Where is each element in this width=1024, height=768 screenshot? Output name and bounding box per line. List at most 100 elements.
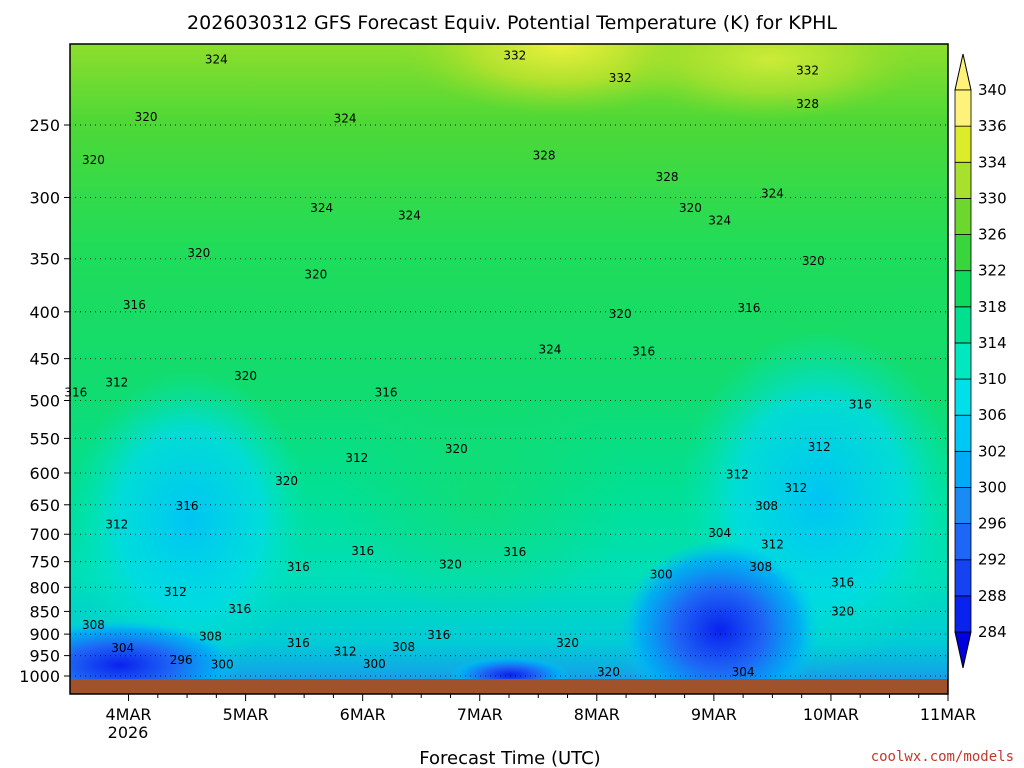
contour-label: 312 bbox=[105, 376, 128, 390]
contour-label: 300 bbox=[363, 657, 386, 671]
contour-label: 316 bbox=[123, 298, 146, 312]
contour-label: 312 bbox=[105, 517, 128, 531]
colorbar: 284 288 292 296 300 302 306 310 314 318 322 326 330 3… bbox=[954, 53, 1007, 669]
y-tick-label: 600 bbox=[29, 464, 60, 483]
colorbar-segment bbox=[954, 89, 972, 127]
x-tick-label: 5MAR bbox=[223, 705, 269, 724]
contour-label: 320 bbox=[135, 110, 158, 124]
contour-label: 320 bbox=[831, 604, 854, 618]
moist-region-mid bbox=[330, 380, 630, 620]
cool-region-west bbox=[70, 370, 310, 670]
y-tick-label: 1000 bbox=[19, 667, 60, 686]
contour-label: 320 bbox=[304, 267, 327, 281]
y-tick-label: 700 bbox=[29, 525, 60, 544]
contour-label: 316 bbox=[849, 397, 872, 411]
colorbar-segment bbox=[954, 306, 972, 344]
colorbar-label: 302 bbox=[978, 442, 1007, 460]
colorbar-segment bbox=[954, 559, 972, 597]
y-tick-label: 300 bbox=[29, 188, 60, 207]
colorbar-arrow-low bbox=[954, 631, 972, 669]
colorbar-segment bbox=[954, 234, 972, 272]
colorbar-label: 336 bbox=[978, 117, 1007, 135]
colorbar-segment bbox=[954, 125, 972, 163]
contour-label: 328 bbox=[796, 97, 819, 111]
contour-label: 320 bbox=[597, 665, 620, 679]
contour-label: 316 bbox=[831, 575, 854, 589]
y-tick-label: 950 bbox=[29, 647, 60, 666]
contour-label: 320 bbox=[679, 201, 702, 215]
colorbar-label: 326 bbox=[978, 226, 1007, 244]
contour-label: 300 bbox=[211, 658, 234, 672]
contour-label: 320 bbox=[275, 474, 298, 488]
x-tick-label: 10MAR bbox=[803, 705, 859, 724]
colorbar-segment bbox=[954, 197, 972, 235]
y-axis: 250 300 350 400 450 500 550 600 650 700 750 800 850 9… bbox=[19, 116, 70, 686]
colorbar-segment bbox=[954, 161, 972, 199]
colorbar-label: 288 bbox=[978, 587, 1007, 605]
colorbar-segment bbox=[954, 487, 972, 525]
colorbar-arrow-high bbox=[954, 53, 972, 91]
contour-label: 312 bbox=[761, 537, 784, 551]
contour-label: 324 bbox=[205, 52, 228, 66]
colorbar-segment bbox=[954, 450, 972, 488]
contour-label: 320 bbox=[556, 636, 579, 650]
y-tick-label: 250 bbox=[29, 116, 60, 135]
contour-label: 320 bbox=[439, 557, 462, 571]
contour-label: 312 bbox=[808, 440, 831, 454]
contour-label: 304 bbox=[732, 665, 755, 679]
contour-label: 300 bbox=[650, 568, 673, 582]
colorbar-segment bbox=[954, 523, 972, 561]
contour-label: 312 bbox=[784, 481, 807, 495]
colorbar-segment bbox=[954, 378, 972, 416]
x-axis-label: Forecast Time (UTC) bbox=[419, 748, 600, 768]
contour-label: 320 bbox=[82, 153, 105, 167]
contour-label: 316 bbox=[351, 544, 374, 558]
y-tick-label: 350 bbox=[29, 250, 60, 269]
contour-label: 312 bbox=[334, 644, 357, 658]
contour-label: 332 bbox=[609, 71, 632, 85]
contour-label: 316 bbox=[375, 385, 398, 399]
y-tick-label: 900 bbox=[29, 625, 60, 644]
contour-label: 308 bbox=[199, 629, 222, 643]
contour-label: 316 bbox=[176, 499, 199, 513]
colorbar-label: 334 bbox=[978, 153, 1007, 171]
contour-label: 304 bbox=[708, 526, 731, 540]
colorbar-segment bbox=[954, 414, 972, 452]
y-tick-label: 450 bbox=[29, 350, 60, 369]
contour-label: 316 bbox=[64, 385, 87, 399]
y-tick-label: 800 bbox=[29, 578, 60, 597]
contour-label: 316 bbox=[632, 344, 655, 358]
contour-label: 324 bbox=[310, 201, 333, 215]
colorbar-label: 300 bbox=[978, 478, 1007, 496]
cold-region-west bbox=[70, 620, 240, 694]
upper-warm-region-2 bbox=[620, 44, 920, 120]
contour-label: 308 bbox=[82, 618, 105, 632]
x-tick-label: 8MAR bbox=[574, 705, 620, 724]
contour-label: 320 bbox=[234, 369, 257, 383]
contour-label: 304 bbox=[111, 641, 134, 655]
colorbar-label: 292 bbox=[978, 551, 1007, 569]
y-tick-label: 550 bbox=[29, 429, 60, 448]
contour-label: 324 bbox=[708, 214, 731, 228]
ground-strip bbox=[70, 679, 948, 694]
y-tick-label: 650 bbox=[29, 496, 60, 515]
x-tick-label: 6MAR bbox=[340, 705, 386, 724]
contour-label: 316 bbox=[427, 628, 450, 642]
colorbar-label: 318 bbox=[978, 298, 1007, 316]
y-tick-label: 750 bbox=[29, 553, 60, 572]
colorbar-label: 310 bbox=[978, 370, 1007, 388]
contour-label: 316 bbox=[228, 602, 251, 616]
contour-label: 320 bbox=[445, 442, 468, 456]
x-tick-label: 9MAR bbox=[691, 705, 737, 724]
contour-label: 312 bbox=[164, 585, 187, 599]
contour-label: 312 bbox=[345, 451, 368, 465]
contour-label: 324 bbox=[761, 186, 784, 200]
colorbar-label: 322 bbox=[978, 262, 1007, 280]
contour-label: 324 bbox=[334, 112, 357, 126]
colorbar-label: 340 bbox=[978, 81, 1007, 99]
colorbar-label: 306 bbox=[978, 406, 1007, 424]
credit-text: coolwx.com/models bbox=[871, 749, 1014, 765]
contour-label: 316 bbox=[503, 545, 526, 559]
x-axis: 4MAR 5MAR 6MAR 7MAR 8MAR 9MAR 10MAR 11MAR bbox=[106, 694, 976, 724]
